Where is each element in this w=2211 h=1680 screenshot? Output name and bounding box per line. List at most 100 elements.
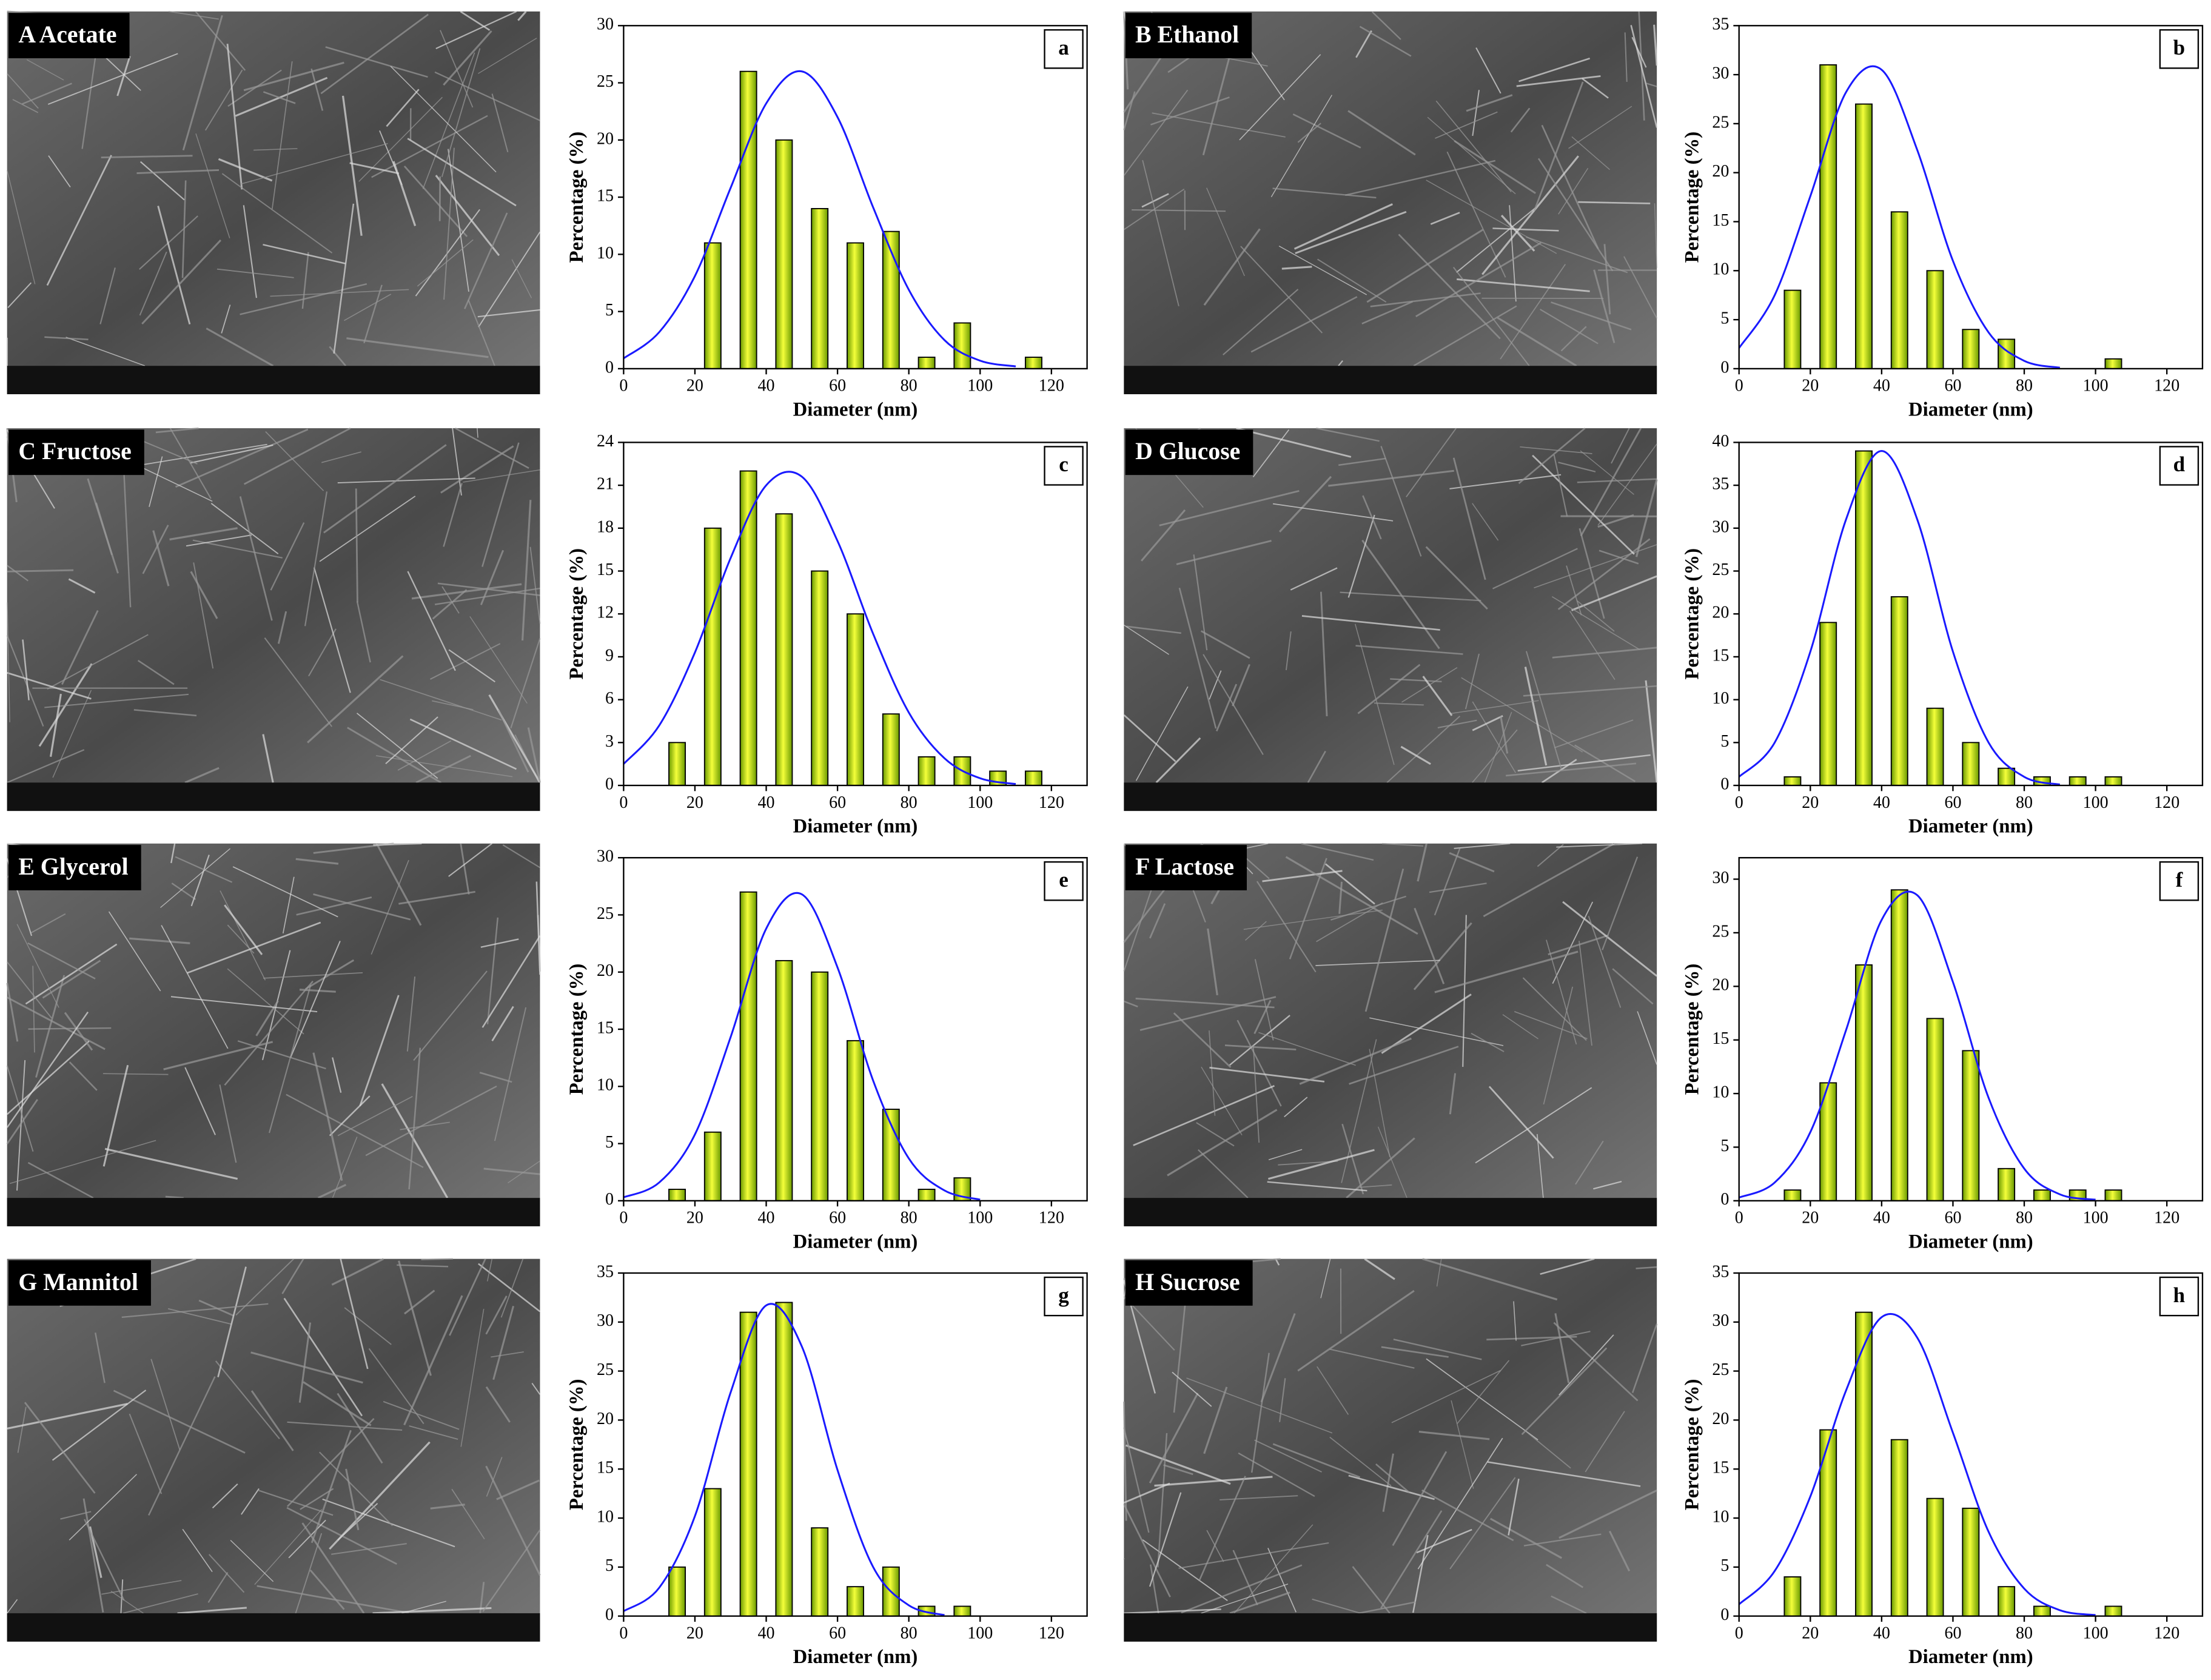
fiber — [1178, 1542, 1329, 1569]
bar — [1998, 767, 2016, 786]
fiber — [1361, 539, 1440, 650]
fiber — [517, 10, 527, 21]
fiber — [1568, 106, 1632, 149]
fiber — [1524, 1430, 1571, 1469]
sem-image: E Glycerol — [6, 842, 541, 1226]
y-tick-label: 18 — [597, 517, 614, 536]
fiber — [1292, 113, 1361, 149]
fiber — [1417, 1437, 1503, 1570]
y-tick-label: 10 — [597, 1507, 614, 1526]
y-tick-label: 5 — [605, 1556, 614, 1575]
fiber — [1637, 1011, 1657, 1065]
y-tick-label: 12 — [597, 603, 614, 622]
x-tick-label: 40 — [757, 377, 774, 395]
x-tick-label: 100 — [2083, 377, 2109, 395]
fiber — [1523, 685, 1657, 697]
fiber — [1352, 1566, 1391, 1614]
fiber — [319, 1451, 393, 1527]
fiber — [1540, 308, 1599, 344]
fiber — [116, 56, 131, 96]
fiber — [6, 1040, 90, 1115]
fiber — [463, 469, 540, 483]
fiber — [1369, 1049, 1391, 1157]
panel-label-box — [2159, 861, 2199, 901]
fiber — [1380, 1510, 1443, 1609]
fiber — [1141, 193, 1169, 208]
y-tick-label: 15 — [597, 1459, 614, 1477]
image-bg — [7, 1258, 540, 1642]
y-tick-label: 15 — [597, 560, 614, 579]
fiber — [1278, 475, 1332, 533]
fiber — [1312, 1598, 1361, 1614]
bar — [1998, 1168, 2016, 1201]
fiber — [494, 1007, 527, 1141]
fiber — [95, 1332, 106, 1383]
fiber — [1149, 903, 1166, 939]
y-tick-label: 5 — [1720, 732, 1729, 751]
fiber — [1284, 1097, 1308, 1118]
fiber — [1193, 554, 1208, 651]
fiber — [355, 488, 358, 603]
x-axis-label: Diameter (nm) — [793, 1646, 918, 1668]
fiber — [407, 138, 517, 207]
fiber — [531, 1382, 541, 1395]
bar — [2104, 1189, 2122, 1201]
fiber — [257, 1585, 409, 1614]
fiber — [84, 1519, 125, 1601]
x-tick-label: 120 — [1039, 1209, 1064, 1228]
fiber — [1562, 901, 1658, 977]
fiber — [1492, 548, 1578, 590]
x-axis-label: Diameter (nm) — [1908, 399, 2033, 421]
x-axis-label: Diameter (nm) — [793, 816, 918, 838]
x-tick-label: 20 — [1802, 793, 1819, 812]
fiber — [61, 610, 99, 685]
fiber — [1176, 540, 1272, 565]
fiber — [1540, 1258, 1595, 1275]
fiber — [337, 1393, 383, 1464]
fiber — [304, 491, 328, 627]
y-tick-label: 5 — [605, 301, 614, 320]
bar — [918, 1189, 936, 1201]
fiber — [290, 941, 341, 1058]
fiber — [207, 1572, 229, 1603]
fiber — [1330, 895, 1406, 921]
fiber — [1123, 1431, 1130, 1449]
info-bar — [7, 366, 540, 394]
fit-curve — [1739, 450, 2061, 786]
fiber — [50, 693, 62, 758]
fiber — [1338, 881, 1343, 914]
fiber — [375, 755, 513, 778]
fiber — [1123, 1482, 1170, 1504]
fiber — [1224, 1044, 1297, 1050]
fiber — [148, 1376, 216, 1516]
panel-label: c — [1059, 452, 1069, 476]
fiber — [441, 48, 481, 178]
fiber — [1435, 100, 1512, 193]
fiber — [155, 427, 199, 434]
fiber — [1386, 716, 1461, 784]
bar — [668, 742, 686, 786]
fiber — [1421, 1489, 1514, 1542]
fiber — [1272, 187, 1377, 199]
fiber — [1521, 1347, 1608, 1436]
fiber — [1285, 856, 1418, 935]
fiber — [175, 428, 309, 488]
fiber — [397, 740, 452, 771]
fiber — [320, 13, 429, 95]
fiber — [313, 893, 411, 921]
fiber — [48, 155, 71, 188]
fiber — [337, 477, 475, 484]
fiber — [7, 996, 106, 1050]
fiber — [491, 93, 509, 152]
fiber — [87, 478, 119, 574]
fiber — [1126, 625, 1181, 634]
fiber — [380, 679, 502, 721]
fiber — [1466, 94, 1513, 112]
fiber — [1437, 719, 1477, 728]
fiber — [1546, 1564, 1584, 1588]
fiber — [372, 1607, 492, 1614]
fiber — [1548, 934, 1609, 956]
fiber — [1516, 75, 1601, 87]
y-tick-label: 35 — [597, 1262, 614, 1281]
